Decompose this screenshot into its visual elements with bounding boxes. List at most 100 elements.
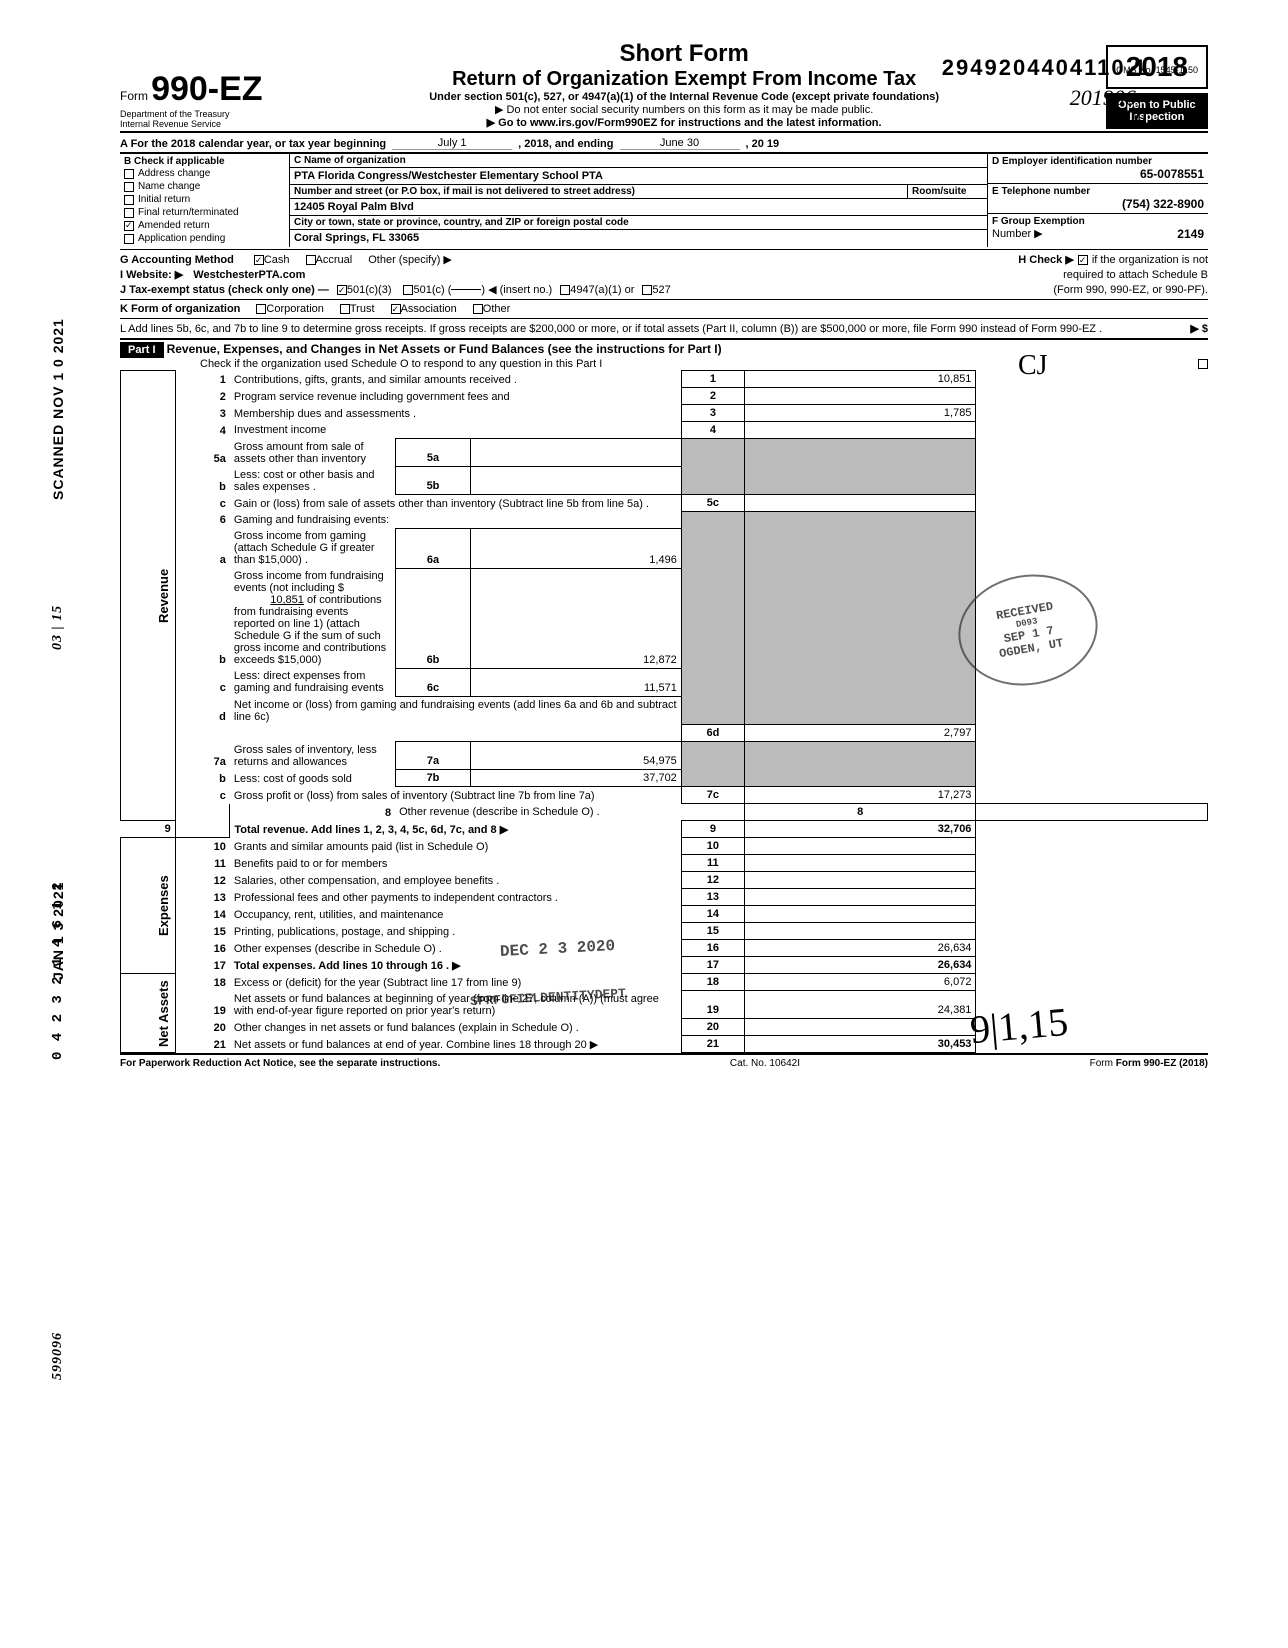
rt-num: 18 [681, 974, 744, 991]
chk-501c[interactable] [403, 285, 413, 295]
addr-label: Number and street (or P.O box, if mail i… [290, 185, 907, 199]
scan-stamp-4: 0 4 2 3 2 1 4 6 1 2 [50, 881, 66, 1060]
ln-desc: Net income or (loss) from gaming and fun… [230, 696, 681, 725]
box-amt [471, 439, 681, 467]
chk-corp[interactable] [256, 304, 266, 314]
chk-application-pending[interactable]: Application pending [124, 232, 285, 245]
chk-label: Initial return [138, 194, 190, 205]
shade-cell [681, 742, 744, 787]
ln-desc: Less: direct expenses from gaming and fu… [230, 668, 395, 696]
rt-num: 7c [681, 787, 744, 804]
line-h-3: required to attach Schedule B [1063, 269, 1208, 281]
ln-num: 2 [175, 388, 230, 405]
line-h-1: H Check ▶ [1018, 253, 1074, 266]
side-net-assets: Net Assets [121, 974, 176, 1053]
box-amt: 54,975 [471, 742, 681, 770]
tel-value: (754) 322-8900 [992, 197, 1204, 211]
shade-cell [681, 512, 744, 725]
line-a-mid: , 2018, and ending [518, 138, 613, 150]
line-i-label: I Website: ▶ [120, 268, 183, 281]
box-amt: 1,496 [471, 528, 681, 568]
rt-num: 10 [681, 838, 744, 855]
rt-num: 2 [681, 388, 744, 405]
chk-schedule-b[interactable] [1078, 255, 1088, 265]
rt-amt: 24,381 [744, 991, 976, 1019]
chk-trust[interactable] [340, 304, 350, 314]
chk-527[interactable] [642, 285, 652, 295]
rt-num: 11 [681, 855, 744, 872]
side-revenue: Revenue [121, 371, 176, 821]
ln-desc: Net assets or fund balances at beginning… [230, 991, 681, 1019]
chk-cash[interactable] [254, 255, 264, 265]
side-revenue-cont [175, 804, 230, 838]
ln-num: 11 [175, 855, 230, 872]
rt-amt: 2,797 [744, 725, 976, 742]
chk-schedule-o[interactable] [1198, 359, 1208, 369]
chk-other-org[interactable] [473, 304, 483, 314]
chk-name-change[interactable]: Name change [124, 180, 285, 193]
rt-num: 20 [681, 1019, 744, 1036]
ln-desc: Less: cost of goods sold [230, 770, 395, 787]
chk-4947[interactable] [560, 285, 570, 295]
ln-num: d [175, 696, 230, 725]
rt-amt [976, 804, 1208, 821]
part-i-title: Revenue, Expenses, and Changes in Net As… [167, 342, 722, 356]
ln-desc: Occupancy, rent, utilities, and maintena… [230, 906, 681, 923]
website-value: WestchesterPTA.com [193, 269, 305, 281]
chk-accrual[interactable] [306, 255, 316, 265]
other-label: Other (specify) ▶ [368, 253, 452, 266]
box-num: 5a [395, 439, 471, 467]
box-amt: 11,571 [471, 668, 681, 696]
other-org-label: Other [483, 303, 511, 315]
rt-amt [744, 388, 976, 405]
cash-label: Cash [264, 254, 290, 266]
line-j: J Tax-exempt status (check only one) — 5… [120, 282, 1208, 297]
chk-501c3[interactable] [337, 285, 347, 295]
box-num: 5b [395, 467, 471, 495]
chk-amended-return[interactable]: Amended return [124, 219, 285, 232]
chk-association[interactable] [391, 304, 401, 314]
ln-num: 15 [175, 923, 230, 940]
ln-desc: Less: cost or other basis and sales expe… [230, 467, 395, 495]
rt-num: 16 [681, 940, 744, 957]
ln-num: 19 [175, 991, 230, 1019]
grp-label: F Group Exemption [992, 216, 1204, 227]
ln-desc: Investment income [230, 422, 681, 439]
line-a-label: A For the 2018 calendar year, or tax yea… [120, 138, 386, 150]
ln-desc: Gaming and fundraising events: [230, 512, 681, 529]
ln-desc: Printing, publications, postage, and shi… [230, 923, 681, 940]
line-g-h: G Accounting Method Cash Accrual Other (… [120, 252, 1208, 267]
ln-num: b [175, 770, 230, 787]
rt-num: 19 [681, 991, 744, 1019]
form-header: 2949204404110 1 OMB No. 1545-1150 Form 9… [120, 40, 1208, 129]
box-amt [471, 467, 681, 495]
rt-amt: 26,634 [744, 957, 976, 974]
scan-stamp-5: 599096 [50, 1332, 66, 1380]
ln-num: c [175, 787, 230, 804]
trust-label: Trust [350, 303, 375, 315]
rt-amt: 10,851 [744, 371, 976, 388]
goto-url: ▶ Go to www.irs.gov/Form990EZ for instru… [487, 117, 882, 129]
chk-initial-return[interactable]: Initial return [124, 193, 285, 206]
line-l: L Add lines 5b, 6c, and 7b to line 9 to … [120, 321, 1208, 336]
ln-desc: Professional fees and other payments to … [230, 889, 681, 906]
rt-num: 15 [681, 923, 744, 940]
chk-final-return[interactable]: Final return/terminated [124, 206, 285, 219]
ln-desc: Gross income from gaming (attach Schedul… [230, 528, 395, 568]
527-label: 527 [652, 284, 670, 296]
rt-amt [744, 1019, 976, 1036]
footer-mid: Cat. No. 10642I [730, 1058, 800, 1069]
footer: For Paperwork Reduction Act Notice, see … [120, 1053, 1208, 1069]
ln-num: 4 [175, 422, 230, 439]
col-c: C Name of organization PTA Florida Congr… [290, 154, 988, 247]
501c-insert: ) ◀ (insert no.) [481, 283, 552, 296]
side-expenses: Expenses [121, 838, 176, 974]
chk-address-change[interactable]: Address change [124, 167, 285, 180]
shade-cell [681, 439, 744, 495]
ln-num: 21 [175, 1036, 230, 1053]
ln-desc: Grants and similar amounts paid (list in… [230, 838, 681, 855]
4947-label: 4947(a)(1) or [570, 284, 634, 296]
rt-amt [744, 872, 976, 889]
rt-num: 12 [681, 872, 744, 889]
box-num: 7b [395, 770, 471, 787]
